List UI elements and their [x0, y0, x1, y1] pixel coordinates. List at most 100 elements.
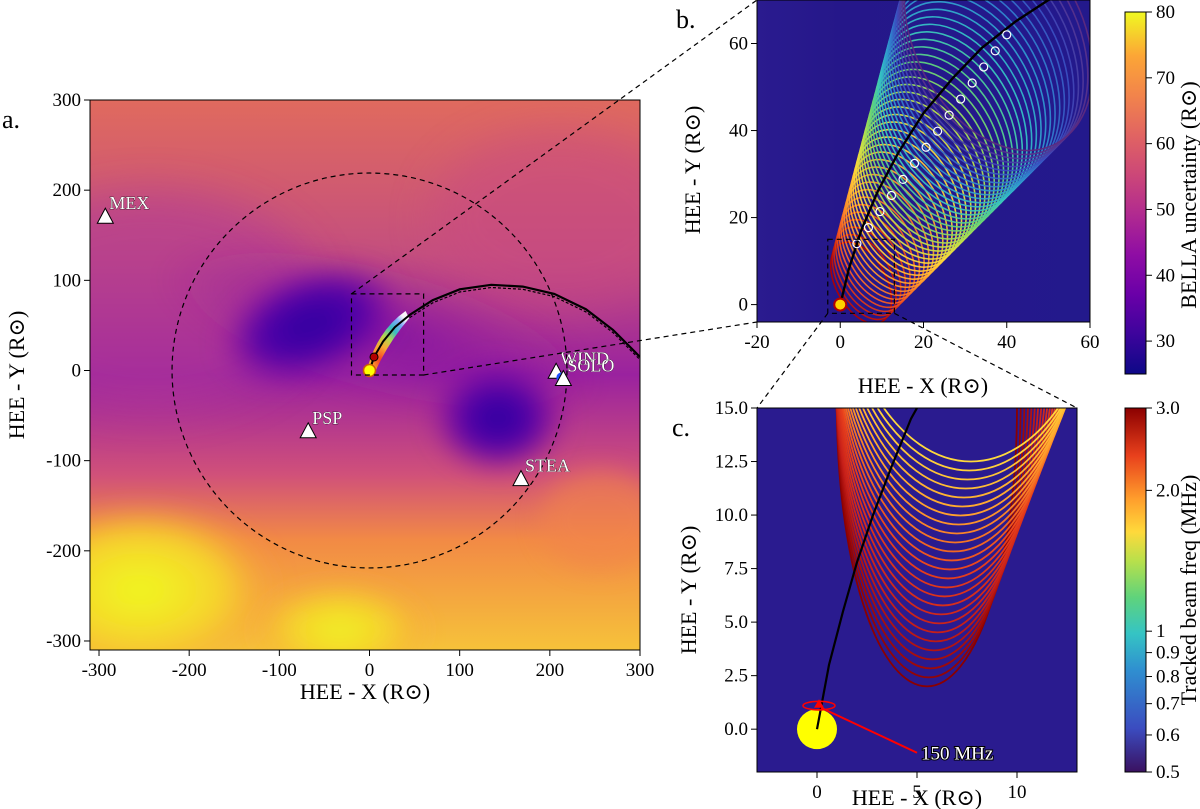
x-tick-label: -100	[262, 660, 297, 681]
panel-b-axes: -20 0 20 40 60 0 20 40 60	[729, 34, 1100, 353]
beam-point	[369, 352, 379, 362]
colorbar-b-tick-label: 80	[1156, 2, 1175, 23]
uncertainty-ellipse	[901, 0, 1089, 156]
x-tick-label: 10	[1008, 782, 1027, 803]
colorbar-c-tick-label: 0.7	[1156, 694, 1180, 715]
spacecraft-stea-label: STEA	[525, 456, 570, 476]
spacecraft-mex-marker	[96, 207, 115, 224]
colorbar-c-label: Tracked beam freq (MHz)	[1176, 475, 1200, 706]
frequency-contour	[871, 408, 1064, 481]
colorbar-c-tick-label: 1	[1156, 621, 1166, 642]
frequency-contour	[841, 408, 1058, 571]
beam-position-marker	[956, 94, 966, 104]
frequency-contour	[835, 408, 1026, 670]
frequency-contour	[835, 408, 1033, 652]
panel-b-colorbar: 30 40 50 60 70 80 BELLA uncertainty (R⊙)	[1124, 2, 1200, 375]
frequency-contour	[866, 408, 1066, 490]
y-tick-label: 200	[53, 180, 82, 201]
uncertainty-ellipse	[895, 0, 1070, 172]
y-tick-label: 5.0	[724, 612, 748, 633]
frequency-contour	[835, 408, 1029, 661]
panel-b-plot-area	[757, 0, 1090, 322]
colorbar-b-tick-label: 60	[1156, 134, 1175, 155]
frequency-contour	[847, 408, 1064, 544]
beam-position-marker	[1002, 30, 1012, 40]
y-tick-label: 300	[53, 90, 82, 111]
beam-position-marker	[979, 62, 989, 72]
y-tick-label: 0	[739, 295, 749, 316]
x-tick-label: 100	[445, 660, 474, 681]
frequency-contour	[837, 408, 1046, 616]
panel-c-frequency-contours	[835, 408, 1067, 688]
annotation-line	[820, 706, 918, 754]
x-tick-label: 60	[1081, 332, 1100, 353]
colorbar-b-tick-label: 50	[1156, 199, 1175, 220]
panel-b-label: b.	[676, 5, 696, 34]
y-tick-label: 40	[729, 121, 748, 142]
y-tick-label: 15.0	[715, 398, 748, 419]
x-tick-label: 40	[997, 332, 1016, 353]
sun-marker	[833, 297, 848, 312]
trajectory-line	[839, 0, 1051, 305]
frequency-contour	[845, 408, 1062, 553]
beam-position-marker	[944, 110, 954, 120]
colorbar-c-tick-label: 0.9	[1156, 643, 1180, 664]
panel-b: -20 0 20 40 60 0 20 40 60 HEE - X (R⊙) HEE - Y (…	[676, 0, 1200, 398]
beam-position-marker	[898, 174, 908, 185]
colorbar-c-tick-label: 0.5	[1156, 762, 1180, 783]
y-tick-label: 0	[72, 360, 82, 381]
spacecraft-psp-label: PSP	[312, 408, 342, 428]
colorbar-b-gradient	[1124, 11, 1147, 375]
uncertainty-ellipse	[876, 38, 1019, 216]
panel-b-xlabel: HEE - X (R⊙)	[858, 373, 988, 398]
panel-b-overlay	[827, 0, 1051, 314]
panel-b-ylabel: HEE - Y (R⊙)	[680, 106, 705, 235]
spacecraft-solo-marker	[554, 369, 573, 387]
colorbar-c-tick-label: 2.0	[1156, 480, 1180, 501]
panel-a-ylabel: HEE - Y (R⊙)	[4, 311, 29, 440]
frequency-contour	[882, 408, 1060, 463]
colorbar-c-tick-label: 3.0	[1156, 398, 1180, 419]
frequency-contour	[838, 408, 1051, 598]
panel-c-xlabel: HEE - X (R⊙)	[852, 785, 982, 809]
frequency-contour	[854, 408, 1066, 517]
spacecraft-psp-marker	[299, 421, 318, 439]
colorbar-c-tick-label: 0.8	[1156, 667, 1180, 688]
beam-position-marker	[967, 78, 977, 88]
uncertainty-ellipse	[853, 136, 958, 268]
frequency-contour	[835, 408, 1036, 643]
x-tick-label: 200	[536, 660, 565, 681]
uncertainty-ellipse	[871, 61, 1005, 228]
y-tick-label: 12.5	[715, 452, 748, 473]
spacecraft-mex-label: MEX	[109, 193, 149, 213]
uncertainty-ellipse	[891, 0, 1061, 180]
trajectory-line-inner	[368, 313, 411, 371]
frequency-contour	[836, 408, 1018, 688]
uncertainty-ellipse	[848, 158, 944, 280]
frequency-contour	[862, 408, 1066, 499]
frequency-contour	[836, 408, 1039, 634]
beam-position-marker	[932, 126, 943, 136]
orbit-circle	[171, 172, 568, 569]
uncertainty-ellipse	[886, 0, 1047, 192]
beam-position-marker	[909, 158, 920, 168]
frequency-contour	[839, 408, 1054, 589]
x-tick-label: 300	[626, 660, 655, 681]
panel-b-uncertainty-ellipses	[829, 0, 1090, 322]
y-tick-label: 20	[729, 208, 748, 229]
connector-lines-a-b	[351, 0, 758, 376]
uncertainty-ellipse	[883, 8, 1038, 200]
x-tick-label: 0	[365, 660, 375, 681]
beam-position-marker	[886, 190, 897, 201]
beam-position-marker	[990, 46, 1000, 56]
y-tick-label: -200	[46, 541, 81, 562]
colorbar-c-gradient	[1124, 407, 1147, 773]
x-tick-label: 5	[912, 782, 922, 803]
y-tick-label: 100	[53, 270, 82, 291]
inset-box-b	[827, 238, 895, 314]
beam-position-marker	[863, 223, 874, 233]
